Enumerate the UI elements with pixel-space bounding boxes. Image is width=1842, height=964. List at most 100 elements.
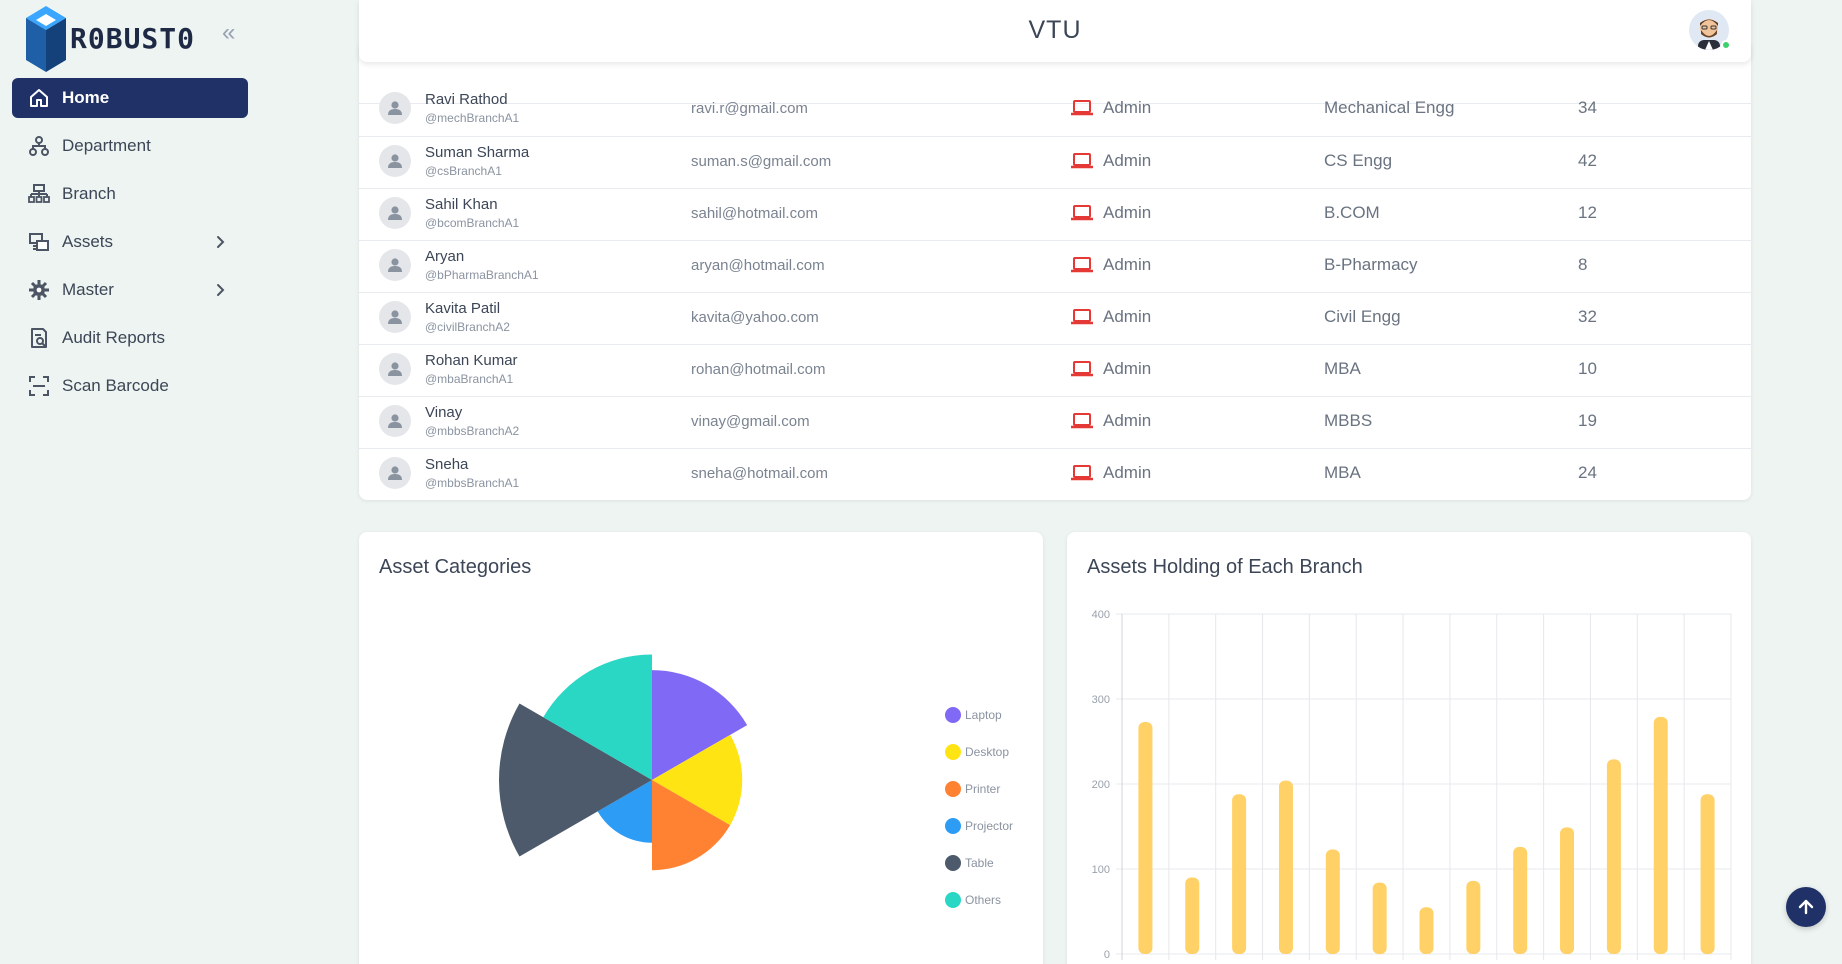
role-cell: Admin bbox=[1071, 411, 1151, 431]
brand-logo[interactable]: R0BUST0 bbox=[24, 2, 200, 74]
legend-item-table[interactable]: Table bbox=[945, 844, 1013, 881]
legend-swatch bbox=[945, 818, 961, 834]
sidebar-item-label: Department bbox=[62, 136, 151, 156]
user-role: Admin bbox=[1103, 463, 1151, 483]
sidebar-item-label: Master bbox=[62, 280, 114, 300]
y-tick-label: 200 bbox=[1092, 779, 1110, 791]
y-tick-label: 300 bbox=[1092, 694, 1110, 706]
home-icon bbox=[28, 87, 50, 109]
sidebar-item-assets[interactable]: Assets bbox=[12, 222, 248, 262]
sidebar-item-master[interactable]: Master bbox=[12, 270, 248, 310]
table-row[interactable]: Sneha @mbbsBranchA1 sneha@hotmail.com Ad… bbox=[359, 448, 1751, 500]
user-name: Kavita Patil bbox=[425, 299, 510, 319]
user-cell: Suman Sharma @csBranchA1 bbox=[379, 143, 529, 179]
bar-4[interactable] bbox=[1279, 781, 1293, 954]
bar-6[interactable] bbox=[1373, 883, 1387, 954]
user-handle: @mbbsBranchA1 bbox=[425, 475, 519, 491]
legend-item-desktop[interactable]: Desktop bbox=[945, 733, 1013, 770]
user-name: Suman Sharma bbox=[425, 143, 529, 163]
user-placeholder-icon bbox=[379, 92, 411, 124]
user-cell: Ravi Rathod @mechBranchA1 bbox=[379, 90, 519, 126]
y-tick-label: 100 bbox=[1092, 864, 1110, 876]
table-row[interactable]: Kavita Patil @civilBranchA2 kavita@yahoo… bbox=[359, 292, 1751, 344]
chevron-right-icon bbox=[212, 282, 228, 298]
legend-swatch bbox=[945, 855, 961, 871]
page-title: VTU bbox=[359, 16, 1751, 45]
department-icon bbox=[28, 135, 50, 157]
legend-item-projector[interactable]: Projector bbox=[945, 807, 1013, 844]
bar-12[interactable] bbox=[1654, 717, 1668, 954]
branch-assets-chart: 0100200300400 bbox=[1067, 532, 1751, 964]
legend-label: Table bbox=[965, 856, 994, 870]
bar-13[interactable] bbox=[1701, 794, 1715, 954]
legend-swatch bbox=[945, 781, 961, 797]
user-email: vinay@gmail.com bbox=[691, 413, 810, 430]
legend-label: Desktop bbox=[965, 745, 1009, 759]
user-role: Admin bbox=[1103, 98, 1151, 118]
asset-count: 32 bbox=[1578, 307, 1597, 327]
user-handle: @mechBranchA1 bbox=[425, 110, 519, 126]
bar-1[interactable] bbox=[1138, 722, 1152, 954]
sidebar-item-scan-barcode[interactable]: Scan Barcode bbox=[12, 366, 248, 406]
legend-item-printer[interactable]: Printer bbox=[945, 770, 1013, 807]
user-role: Admin bbox=[1103, 411, 1151, 431]
sidebar-item-audit-reports[interactable]: Audit Reports bbox=[12, 318, 248, 358]
sidebar-item-home[interactable]: Home bbox=[12, 78, 248, 118]
online-status-dot bbox=[1721, 40, 1731, 50]
sidebar-nav: Home Department Branch Assets Master Audit Re… bbox=[12, 78, 248, 414]
sidebar-item-department[interactable]: Department bbox=[12, 126, 248, 166]
scroll-to-top-button[interactable] bbox=[1786, 887, 1826, 927]
user-department: MBBS bbox=[1324, 411, 1372, 431]
table-row[interactable]: Rohan Kumar @mbaBranchA1 rohan@hotmail.c… bbox=[359, 344, 1751, 396]
legend-swatch bbox=[945, 892, 961, 908]
table-row[interactable]: Sahil Khan @bcomBranchA1 sahil@hotmail.c… bbox=[359, 188, 1751, 240]
bar-8[interactable] bbox=[1466, 881, 1480, 954]
table-row[interactable]: Suman Sharma @csBranchA1 suman.s@gmail.c… bbox=[359, 136, 1751, 188]
branch-icon bbox=[28, 183, 50, 205]
laptop-icon bbox=[1071, 309, 1093, 325]
user-handle: @mbbsBranchA2 bbox=[425, 423, 519, 439]
user-role: Admin bbox=[1103, 307, 1151, 327]
bar-2[interactable] bbox=[1185, 878, 1199, 955]
role-cell: Admin bbox=[1071, 98, 1151, 118]
laptop-icon bbox=[1071, 413, 1093, 429]
legend-label: Laptop bbox=[965, 708, 1002, 722]
bar-3[interactable] bbox=[1232, 794, 1246, 954]
user-handle: @csBranchA1 bbox=[425, 163, 529, 179]
bar-5[interactable] bbox=[1326, 849, 1340, 954]
bar-7[interactable] bbox=[1420, 907, 1434, 954]
sidebar-item-branch[interactable]: Branch bbox=[12, 174, 248, 214]
user-department: MBA bbox=[1324, 463, 1361, 483]
bar-10[interactable] bbox=[1560, 827, 1574, 954]
user-placeholder-icon bbox=[379, 457, 411, 489]
table-row[interactable]: Ravi Rathod @mechBranchA1 ravi.r@gmail.c… bbox=[359, 84, 1751, 136]
laptop-icon bbox=[1071, 465, 1093, 481]
legend-item-laptop[interactable]: Laptop bbox=[945, 696, 1013, 733]
user-name: Ravi Rathod bbox=[425, 90, 519, 110]
table-row[interactable]: Vinay @mbbsBranchA2 vinay@gmail.com Admi… bbox=[359, 396, 1751, 448]
user-email: aryan@hotmail.com bbox=[691, 257, 825, 274]
sidebar: R0BUST0 « Home Department Branch Assets Mast… bbox=[0, 0, 260, 964]
user-role: Admin bbox=[1103, 151, 1151, 171]
user-role: Admin bbox=[1103, 359, 1151, 379]
collapse-sidebar-button[interactable]: « bbox=[222, 22, 244, 44]
user-placeholder-icon bbox=[379, 405, 411, 437]
user-name: Aryan bbox=[425, 247, 539, 267]
laptop-icon bbox=[1071, 361, 1093, 377]
bar-9[interactable] bbox=[1513, 847, 1527, 954]
arrow-up-icon bbox=[1797, 898, 1815, 916]
user-department: Civil Engg bbox=[1324, 307, 1401, 327]
asset-categories-card: Asset Categories Laptop Desktop Printer Pro… bbox=[359, 532, 1043, 964]
user-cell: Vinay @mbbsBranchA2 bbox=[379, 403, 519, 439]
user-department: MBA bbox=[1324, 359, 1361, 379]
legend-swatch bbox=[945, 707, 961, 723]
assets-icon bbox=[28, 231, 50, 253]
legend-item-others[interactable]: Others bbox=[945, 881, 1013, 918]
laptop-icon bbox=[1071, 205, 1093, 221]
user-placeholder-icon bbox=[379, 301, 411, 333]
bar-11[interactable] bbox=[1607, 759, 1621, 954]
users-table-body: Ravi Rathod @mechBranchA1 ravi.r@gmail.c… bbox=[359, 84, 1751, 500]
top-header: VTU bbox=[359, 0, 1751, 62]
table-row[interactable]: Aryan @bPharmaBranchA1 aryan@hotmail.com… bbox=[359, 240, 1751, 292]
user-handle: @mbaBranchA1 bbox=[425, 371, 518, 387]
